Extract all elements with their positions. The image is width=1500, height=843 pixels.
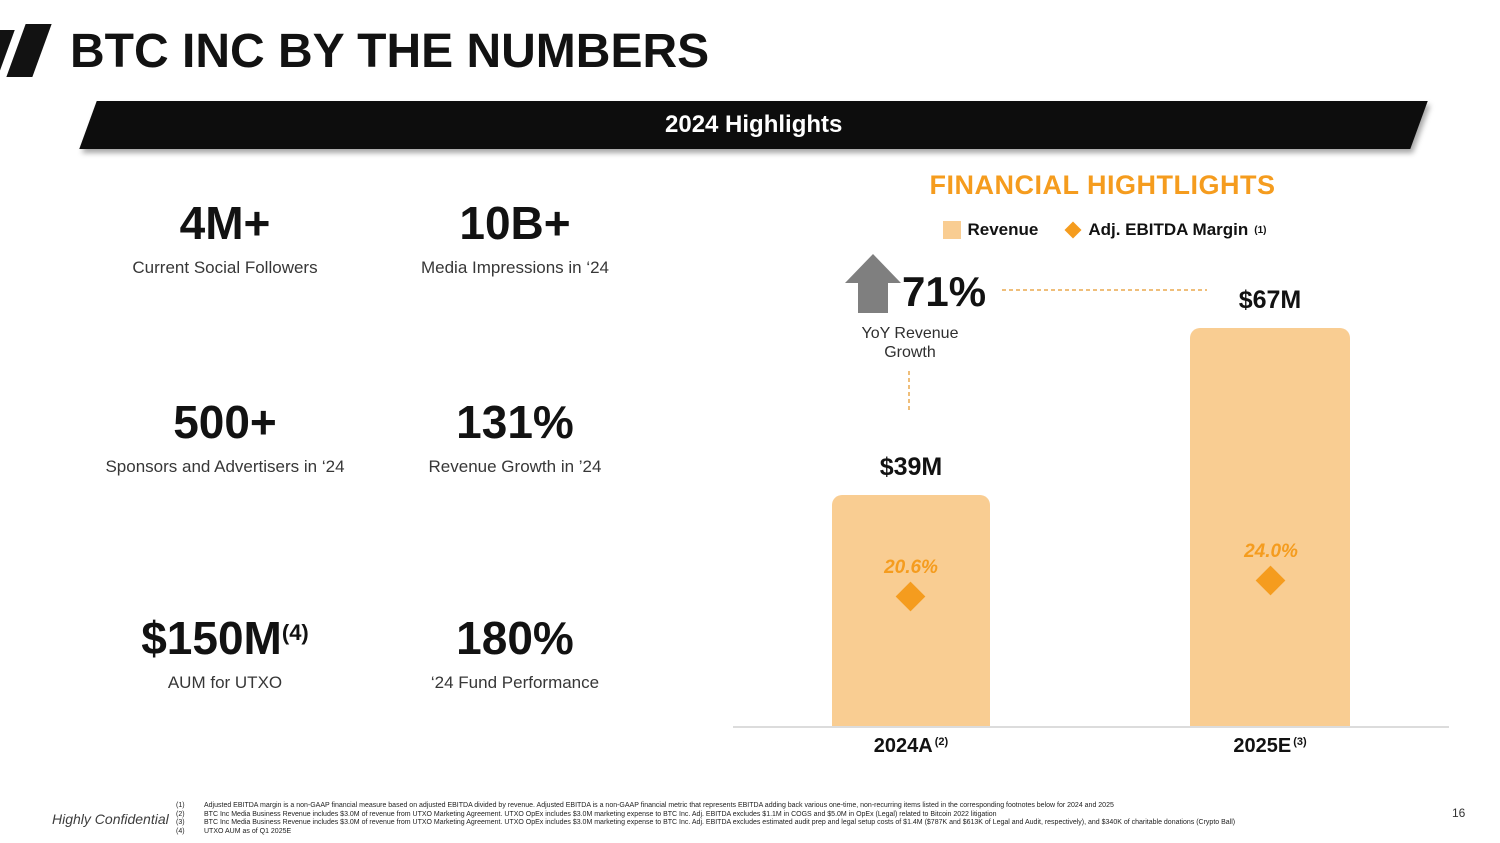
stat-label: Current Social Followers [132, 258, 318, 277]
dashed-connector-vertical [908, 371, 910, 412]
stat-sponsors: 500+ Sponsors and Advertisers in ‘24 [80, 391, 370, 607]
axis-footnote-ref: (2) [934, 736, 949, 748]
footnote-text: BTC Inc Media Business Revenue includes … [204, 810, 997, 818]
stat-label: Media Impressions in ‘24 [420, 258, 610, 277]
axis-footnote-ref: (3) [1293, 736, 1307, 748]
legend-footnote-ref: (1) [1254, 224, 1267, 236]
section-banner: 2024 Highlights [79, 101, 1428, 149]
stat-footnote-ref: (4) [281, 620, 309, 645]
footnotes: (1) Adjusted EBITDA margin is a non-GAAP … [176, 802, 1431, 836]
confidential-label: Highly Confidential [52, 811, 169, 827]
stat-social-followers: 4M+ Current Social Followers [80, 192, 370, 391]
stat-value: 10B+ [459, 197, 571, 249]
revenue-bar-1 [1190, 328, 1350, 727]
up-arrow-icon [845, 254, 901, 283]
page-number: 16 [1452, 806, 1466, 820]
stat-label: ‘24 Fund Performance [430, 673, 600, 692]
chart-title: FINANCIAL HIGHTLIGHTS [929, 170, 1276, 200]
page-title: BTC INC BY THE NUMBERS [70, 25, 710, 78]
bar-value-label-1: $67M [1238, 286, 1302, 315]
stat-value: 131% [456, 396, 574, 448]
dashed-connector-horizontal [1002, 289, 1207, 291]
stat-fund-performance: 180% ‘24 Fund Performance [370, 607, 660, 694]
footnote-text: Adjusted EBITDA margin is a non-GAAP fin… [204, 802, 1114, 809]
footnote-text: BTC Inc Media Business Revenue includes … [204, 819, 1236, 826]
chart-legend: Revenue Adj. EBITDA Margin (1) [905, 220, 1305, 240]
footnote-ref: (1) [176, 802, 185, 809]
stat-label: AUM for UTXO [167, 673, 283, 692]
bar-value-label-0: $39M [879, 452, 943, 481]
margin-label-1: 24.0% [1244, 540, 1298, 562]
axis-label-2024a: 2024A (2) [873, 735, 949, 757]
footnote-ref: (3) [176, 819, 185, 826]
section-banner-label: 2024 Highlights [664, 111, 843, 138]
footnote-ref: (2) [176, 810, 185, 818]
axis-label-2025e: 2025E (3) [1233, 735, 1307, 757]
stat-aum: $150M(4) AUM for UTXO [80, 607, 370, 694]
revenue-swatch-icon [943, 221, 962, 239]
diamond-marker-icon [1064, 221, 1082, 239]
footnote-text: UTXO AUM as of Q1 2025E [204, 827, 292, 835]
stat-value: 180% [456, 612, 574, 664]
stat-value: $150M [141, 612, 282, 664]
stat-media-impressions: 10B+ Media Impressions in ‘24 [370, 192, 660, 391]
legend-label: Adj. EBITDA Margin [1088, 220, 1249, 239]
legend-label: Revenue [967, 220, 1039, 239]
yoy-growth-value: 71% [902, 268, 987, 315]
stat-value: 4M+ [179, 197, 271, 249]
margin-label-0: 20.6% [884, 556, 938, 578]
stats-grid: 4M+ Current Social Followers 10B+ Media … [80, 192, 660, 694]
stat-label: Sponsors and Advertisers in ‘24 [105, 457, 345, 476]
legend-item-ebitda-margin: Adj. EBITDA Margin (1) [1064, 220, 1267, 240]
revenue-bar-0 [832, 494, 990, 727]
stat-value: 500+ [173, 396, 277, 448]
up-arrow-icon [858, 281, 888, 313]
footnote-ref: (4) [176, 827, 185, 835]
stat-revenue-growth: 131% Revenue Growth in ’24 [370, 391, 660, 607]
legend-item-revenue: Revenue [943, 220, 1038, 240]
yoy-growth-label: YoY Revenue Growth [861, 325, 959, 361]
chart-baseline [733, 726, 1449, 728]
stat-label: Revenue Growth in ’24 [428, 457, 602, 476]
